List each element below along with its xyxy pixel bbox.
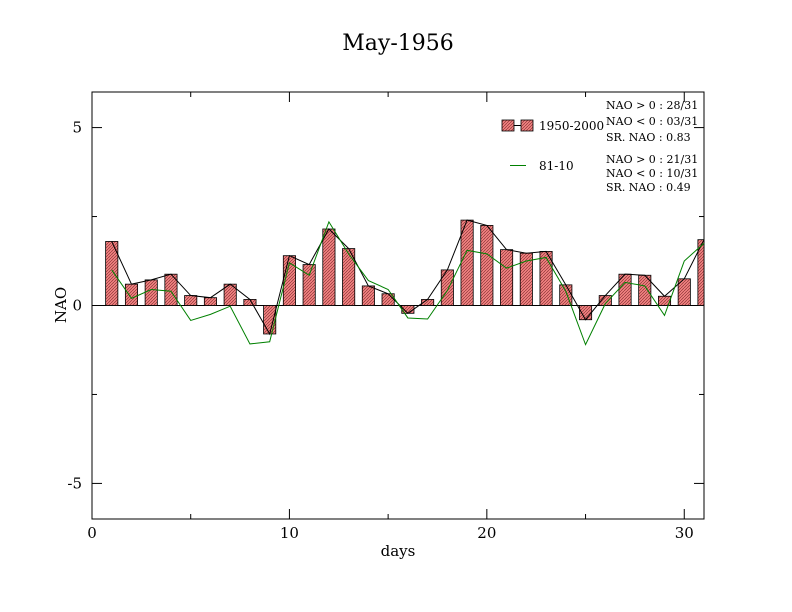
axes: 0 10 20 30 -5 0 5	[67, 92, 704, 542]
stat-8110-sr: SR. NAO : 0.49	[606, 181, 691, 194]
y-tick-label: 5	[72, 119, 82, 137]
bar-day-19	[460, 219, 474, 306]
stat-1950-neg: NAO < 0 : 03/31	[606, 115, 698, 128]
legend-label-1950-2000: 1950-2000	[539, 119, 604, 133]
bar-day-21	[500, 249, 514, 306]
stat-1950-sr: SR. NAO : 0.83	[606, 131, 691, 144]
x-tick-label: 0	[87, 524, 97, 542]
bar-day-12	[322, 228, 336, 306]
stat-8110-pos: NAO > 0 : 21/31	[606, 153, 698, 166]
bar-day-20	[480, 225, 494, 306]
bar-day-18	[440, 269, 454, 306]
bar-series	[105, 219, 705, 335]
stats-annotations: NAO > 0 : 28/31 NAO < 0 : 03/31 SR. NAO …	[606, 99, 698, 194]
bar-day-6	[203, 297, 217, 306]
y-tick-label: 0	[72, 297, 82, 315]
bar-day-5	[184, 295, 198, 306]
chart-title: May-1956	[342, 31, 454, 56]
legend-label-81-10: 81-10	[539, 159, 574, 173]
x-tick-label: 20	[477, 524, 496, 542]
line-series	[111, 219, 705, 346]
bar-day-31	[697, 239, 705, 306]
stat-1950-pos: NAO > 0 : 28/31	[606, 99, 698, 112]
bar-day-2	[124, 283, 139, 306]
x-tick-label: 10	[280, 524, 299, 542]
x-tick-label: 30	[675, 524, 694, 542]
bar-day-9	[263, 305, 277, 335]
y-tick-label: -5	[67, 474, 82, 492]
stat-8110-neg: NAO < 0 : 10/31	[606, 167, 698, 180]
series-line-1950-2000	[111, 219, 705, 336]
bar-day-14	[361, 285, 375, 306]
legend: 1950-2000 81-10	[501, 119, 604, 173]
legend-bar-swatch-right	[520, 119, 534, 132]
y-axis-label: NAO	[52, 287, 70, 323]
x-axis-label: days	[381, 542, 416, 560]
series-line-81-10	[111, 220, 705, 346]
legend-bar-swatch-left	[501, 119, 515, 132]
bar-day-11	[302, 264, 316, 306]
bar-day-3	[144, 279, 158, 306]
